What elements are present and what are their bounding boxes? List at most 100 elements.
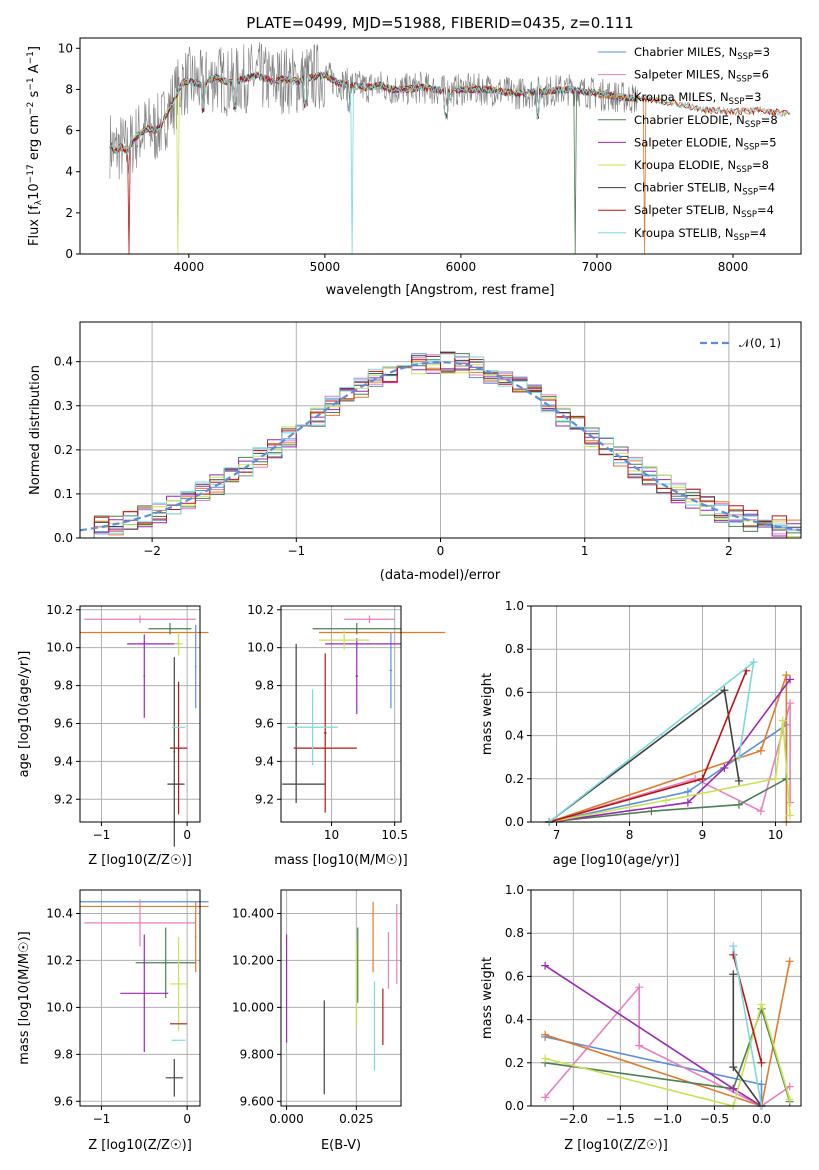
weight-marker <box>756 746 765 755</box>
y-tick-label: 0.1 <box>54 487 73 501</box>
z-weight-ylabel: mass weight <box>480 957 495 1039</box>
legend-entry: Kroupa ELODIE, NSSP=8 <box>634 158 769 175</box>
y-tick-label: 9.6 <box>255 716 274 730</box>
residual-frame <box>79 321 802 539</box>
y-tick-label: 0.2 <box>505 772 524 786</box>
weight-marker <box>541 1054 550 1063</box>
axes-4: 7 8 9 10 0.0 0.2 0.4 0.6 0.8 1.0 <box>505 599 802 842</box>
panel-frame <box>530 605 802 823</box>
x-tick-label: 4000 <box>174 260 205 274</box>
x-tick-label: 7000 <box>582 260 613 274</box>
weight-marker <box>757 1058 766 1067</box>
weight-marker <box>734 800 743 809</box>
x-tick-label: −1 <box>93 1112 111 1126</box>
x-tick-label: 8 <box>626 828 634 842</box>
weight-marker <box>786 699 795 708</box>
x-tick-label: 0.000 <box>269 1112 303 1126</box>
x-tick-label: 0 <box>437 544 445 558</box>
model-spectrum <box>109 70 791 255</box>
x-tick-label: 0 <box>183 1112 191 1126</box>
weight-marker <box>698 774 707 783</box>
y-tick-label: 9.8 <box>54 679 73 693</box>
weight-marker <box>786 811 795 820</box>
spectrum-title: PLATE=0499, MJD=51988, FIBERID=0435, z=0… <box>246 14 633 32</box>
age-weight-xlabel: age [log10(age/yr)] <box>553 853 680 868</box>
spectrum-xlabel: wavelength [Angstrom, rest frame] <box>326 283 555 298</box>
legend-entry: Salpeter MILES, NSSP=6 <box>634 68 769 85</box>
weight-marker <box>729 942 738 951</box>
y-tick-label: 10.400 <box>232 906 274 920</box>
panel-frame <box>79 605 201 823</box>
x-tick-label: 9 <box>699 828 707 842</box>
axes-0: 4000 5000 6000 7000 8000 0 2 4 6 8 10 Chabrier MILE… <box>58 37 802 274</box>
weight-marker <box>785 1095 794 1104</box>
x-tick-label: −1 <box>93 828 111 842</box>
y-tick-label: 8 <box>65 82 73 96</box>
weight-series <box>732 946 763 1107</box>
x-tick-label: 5000 <box>310 260 341 274</box>
age-weight-ylabel: mass weight <box>480 673 495 755</box>
weight-marker <box>729 1084 738 1093</box>
x-tick-label: 10.5 <box>381 828 408 842</box>
residual-xlabel: (data-model)/error <box>380 568 501 583</box>
y-tick-label: 0.2 <box>54 443 73 457</box>
y-tick-label: 10.200 <box>232 953 274 967</box>
panel-frame <box>530 889 802 1107</box>
x-tick-label: −1.0 <box>653 1112 682 1126</box>
weight-series <box>544 1006 791 1102</box>
weight-marker <box>778 716 787 725</box>
y-tick-label: 0.4 <box>54 355 73 369</box>
mass-age-xlabel: mass [log10(M/M☉)] <box>274 853 407 868</box>
y-tick-label: 10.0 <box>46 641 73 655</box>
y-tick-label: 9.6 <box>54 1094 73 1108</box>
y-tick-label: 1.0 <box>505 883 524 897</box>
panel-frame <box>280 889 402 1107</box>
weight-marker <box>720 686 729 695</box>
legend-entry: Salpeter ELODIE, NSSP=5 <box>634 135 777 152</box>
weight-marker <box>541 1030 550 1039</box>
weight-marker <box>683 798 692 807</box>
x-tick-label: 2 <box>725 544 733 558</box>
y-tick-label: 1.0 <box>505 599 524 613</box>
legend-entry: Kroupa STELIB, NSSP=4 <box>634 226 766 243</box>
y-tick-label: 0.6 <box>505 969 524 983</box>
x-tick-label: 1 <box>581 544 589 558</box>
y-tick-label: 0.4 <box>505 1013 524 1027</box>
weight-marker <box>786 675 795 684</box>
y-tick-label: 4 <box>65 165 73 179</box>
y-tick-label: 9.4 <box>255 754 274 768</box>
weight-marker <box>729 1063 738 1072</box>
axes-5: −1 0 9.6 9.8 10.0 10.2 10.4 <box>46 889 209 1126</box>
legend-entry: 𝒩(0, 1) <box>739 336 781 350</box>
x-tick-label: 7 <box>553 828 561 842</box>
weight-marker <box>541 1093 550 1102</box>
axes-3: 10 10.5 9.2 9.4 9.6 9.8 10.0 10.2 <box>247 603 446 842</box>
weight-marker <box>635 1041 644 1050</box>
weight-marker <box>683 787 692 796</box>
x-tick-label: 8000 <box>718 260 749 274</box>
z-mass-ylabel: mass [log10(M/M☉)] <box>17 931 32 1064</box>
weight-series <box>544 1001 791 1107</box>
weight-marker <box>757 1000 766 1009</box>
weight-marker <box>749 658 758 667</box>
y-tick-label: 0.4 <box>505 729 524 743</box>
y-tick-label: 10.2 <box>46 603 73 617</box>
weight-marker <box>662 796 670 805</box>
weight-marker <box>734 776 743 785</box>
y-tick-label: 9.6 <box>54 716 73 730</box>
y-tick-label: 9.800 <box>240 1047 274 1061</box>
x-tick-label: 0 <box>183 828 191 842</box>
y-tick-label: 0.0 <box>505 815 524 829</box>
y-tick-label: 10.2 <box>46 953 73 967</box>
y-tick-label: 10.0 <box>247 641 274 655</box>
x-tick-label: 6000 <box>446 260 477 274</box>
x-tick-label: 10 <box>768 828 783 842</box>
y-tick-label: 0.0 <box>505 1099 524 1113</box>
legend-entry: Chabrier ELODIE, NSSP=8 <box>634 113 778 130</box>
panel-frame <box>79 889 201 1107</box>
axes-1: −2 −1 0 1 2 0.0 0.1 0.2 0.3 0.4 𝒩(0, 1) <box>54 321 802 558</box>
y-tick-label: 0.2 <box>505 1056 524 1070</box>
weight-marker <box>782 671 791 680</box>
y-tick-label: 10.4 <box>46 906 73 920</box>
